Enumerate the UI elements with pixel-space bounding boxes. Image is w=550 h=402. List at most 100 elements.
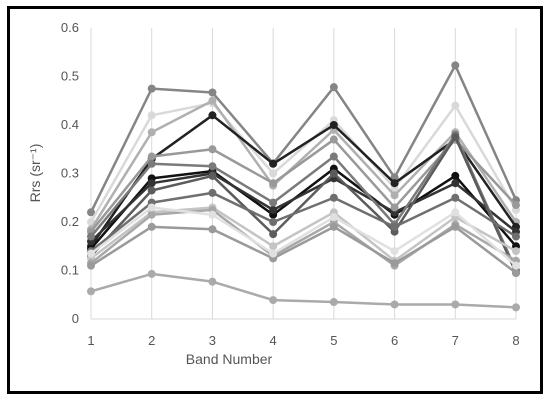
data-point <box>147 84 156 93</box>
data-point <box>147 203 156 212</box>
data-point <box>451 193 460 202</box>
y-tick-label: 0.2 <box>61 214 79 229</box>
x-tick-label: 2 <box>148 333 155 348</box>
data-point <box>451 171 460 180</box>
data-point <box>147 159 156 168</box>
data-point <box>87 261 95 270</box>
series-line <box>90 206 517 267</box>
x-tick-label: 7 <box>452 333 459 348</box>
data-point <box>329 83 338 92</box>
y-tick-label: 0.3 <box>61 166 79 181</box>
data-point <box>269 179 278 188</box>
x-tick-label: 4 <box>270 333 277 348</box>
data-point <box>390 259 399 268</box>
data-point <box>269 249 278 258</box>
x-axis-title: Band Number <box>186 351 273 367</box>
data-point <box>269 205 278 214</box>
data-point <box>147 269 156 278</box>
series-line <box>90 191 517 253</box>
series-line <box>90 206 517 263</box>
x-tick-label: 8 <box>512 333 519 348</box>
data-point <box>208 88 217 97</box>
data-point <box>390 173 399 182</box>
data-point <box>87 287 95 296</box>
data-point <box>390 191 399 200</box>
data-point <box>147 128 156 137</box>
series-line <box>90 172 517 243</box>
data-point <box>147 210 156 219</box>
series-line <box>89 101 518 223</box>
data-point <box>329 193 338 202</box>
data-point <box>87 208 95 217</box>
x-tick-label: 1 <box>87 333 94 348</box>
data-point <box>329 169 338 178</box>
series-group <box>87 61 520 312</box>
data-point <box>512 232 520 241</box>
data-point <box>147 186 156 195</box>
data-point <box>512 303 520 312</box>
data-point <box>147 179 156 188</box>
data-point <box>329 213 338 222</box>
series-line <box>90 167 517 250</box>
data-point <box>329 222 338 231</box>
y-tick-label: 0.4 <box>61 117 79 132</box>
data-point <box>208 171 217 180</box>
data-point <box>390 247 399 256</box>
data-point <box>208 145 217 154</box>
x-tick-labels: 1 2 3 4 5 6 7 8 <box>87 333 519 348</box>
x-tick-label: 5 <box>330 333 337 348</box>
data-point <box>329 152 338 161</box>
data-point <box>208 277 217 286</box>
data-point <box>147 152 156 161</box>
data-point <box>269 296 278 305</box>
data-point <box>269 230 278 239</box>
data-point <box>208 225 217 234</box>
data-point <box>329 298 338 307</box>
data-point <box>451 300 460 309</box>
data-point <box>269 218 278 226</box>
data-point <box>329 121 338 129</box>
series-line <box>90 133 518 272</box>
data-point <box>451 133 460 142</box>
data-point <box>512 268 520 277</box>
data-point <box>269 159 278 168</box>
y-axis-title: Rrs (sr⁻¹) <box>27 144 43 203</box>
x-tick-label: 3 <box>209 333 216 348</box>
data-point <box>390 203 399 212</box>
series-line <box>90 225 517 274</box>
data-point <box>208 96 217 105</box>
data-point <box>451 179 460 188</box>
series-line <box>89 114 518 247</box>
data-point <box>390 222 399 231</box>
data-series <box>87 203 520 270</box>
data-point <box>269 198 278 207</box>
data-point <box>512 201 520 210</box>
y-tick-label: 0 <box>72 311 79 326</box>
data-point <box>390 179 399 188</box>
data-point <box>87 232 95 241</box>
data-point <box>208 162 217 171</box>
data-series <box>87 269 520 312</box>
series-line <box>90 135 518 274</box>
data-point <box>147 111 156 120</box>
x-tick-label: 6 <box>391 333 398 348</box>
data-point <box>451 222 460 231</box>
data-point <box>147 222 156 231</box>
data-point <box>208 111 217 120</box>
series-line <box>89 99 518 230</box>
series-line <box>90 272 517 309</box>
series-line <box>89 64 518 213</box>
data-point <box>208 188 217 197</box>
data-point <box>269 169 278 178</box>
data-point <box>269 242 278 251</box>
data-point <box>451 208 460 217</box>
series-line <box>90 208 517 267</box>
y-tick-label: 0.5 <box>61 69 79 84</box>
data-point <box>329 135 338 144</box>
data-point <box>390 300 399 309</box>
data-point <box>87 249 95 258</box>
data-point <box>451 61 460 70</box>
data-point <box>451 101 460 110</box>
